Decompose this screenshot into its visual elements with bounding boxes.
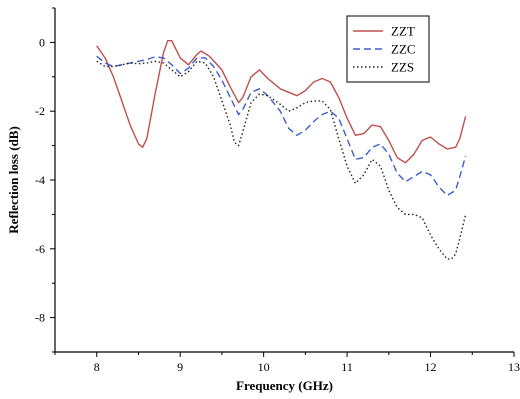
legend: ZZT ZZC ZZS — [346, 15, 430, 83]
x-tick-label: 10 — [258, 360, 270, 374]
legend-label-zzt: ZZT — [391, 24, 415, 39]
legend-box — [346, 15, 430, 83]
series-line-zzc — [96, 55, 467, 197]
y-tick-label: -4 — [35, 173, 45, 187]
y-axis-title: Reflection loss (dB) — [6, 126, 21, 234]
y-tick-label: -6 — [35, 242, 45, 256]
x-tick-label: 8 — [94, 360, 100, 374]
y-tick-label: -2 — [35, 104, 45, 118]
series-line-zzs — [96, 60, 467, 260]
axes: 8 9 10 11 12 13 0 -2 -4 -6 -8 — [35, 7, 520, 374]
y-tick-label: 0 — [39, 35, 45, 49]
x-axis-title: Frequency (GHz) — [236, 378, 333, 393]
x-tick-label: 11 — [341, 360, 353, 374]
series-lines — [96, 40, 467, 260]
series-line-zzt — [96, 40, 467, 164]
legend-label-zzs: ZZS — [391, 60, 414, 75]
legend-label-zzc: ZZC — [391, 42, 416, 57]
x-tick-label: 13 — [508, 360, 520, 374]
x-tick-label: 9 — [177, 360, 183, 374]
x-tick-label: 12 — [425, 360, 437, 374]
x-axis-ticks: 8 9 10 11 12 13 — [54, 352, 520, 374]
y-axis-ticks: 0 -2 -4 -6 -8 — [35, 7, 55, 353]
y-tick-label: -8 — [35, 311, 45, 325]
